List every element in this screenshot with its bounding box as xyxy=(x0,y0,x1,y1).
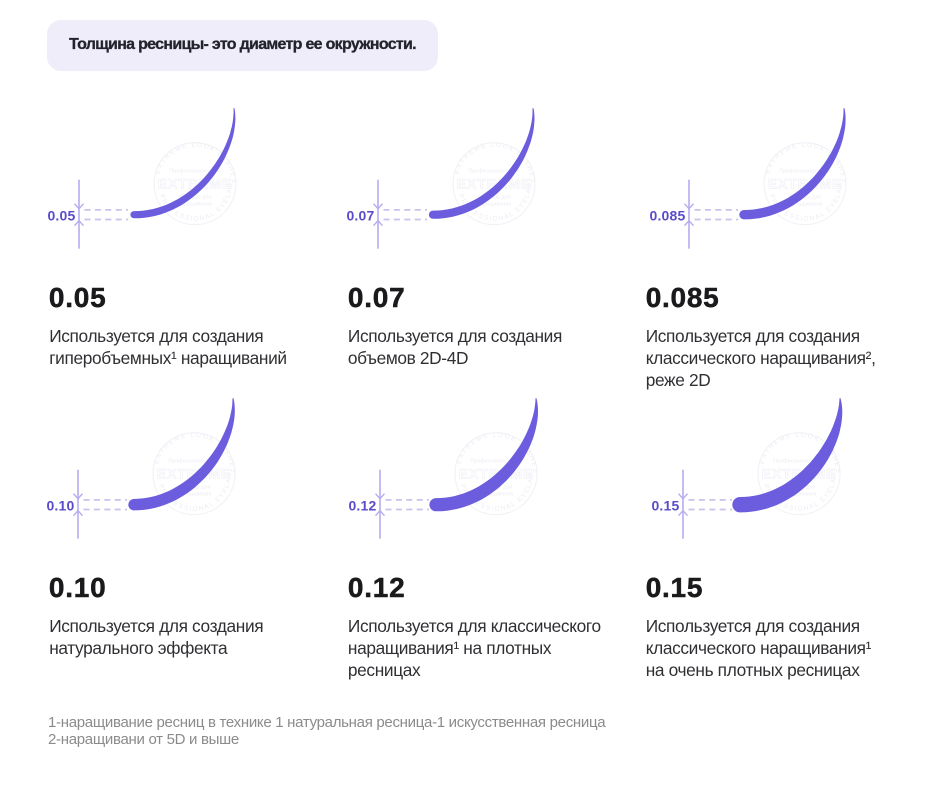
svg-text:PROFESSIONAL EYELASH BRAND: PROFESSIONAL EYELASH BRAND xyxy=(0,0,837,513)
svg-text:0.07: 0.07 xyxy=(346,208,374,224)
svg-text:0.085: 0.085 xyxy=(649,208,685,224)
svg-text:EXTREME LOOK LASHES RUSSIA: EXTREME LOOK LASHES RUSSIA xyxy=(0,0,237,185)
svg-text:ресницы для: ресницы для xyxy=(788,195,821,201)
svg-text:ресницы для: ресницы для xyxy=(178,195,211,201)
svg-text:EXTREME: EXTREME xyxy=(768,176,843,192)
svg-text:Профессиональные: Профессиональные xyxy=(773,459,825,465)
svg-text:наращивания: наращивания xyxy=(177,492,212,498)
svg-text:наращивания: наращивания xyxy=(479,492,514,498)
svg-text:EXTREME: EXTREME xyxy=(158,176,233,192)
svg-text:EXTREME: EXTREME xyxy=(457,176,532,192)
svg-text:PROFESSIONAL EYELASH BRAND: PROFESSIONAL EYELASH BRAND xyxy=(0,0,535,513)
svg-text:Профессиональные: Профессиональные xyxy=(779,169,831,175)
svg-text:0.15: 0.15 xyxy=(651,498,679,514)
svg-text:EXTREME: EXTREME xyxy=(157,466,232,482)
svg-text:EXTREME LOOK LASHES RUSSIA: EXTREME LOOK LASHES RUSSIA xyxy=(0,0,538,475)
svg-text:EXTREME LOOK LASHES RUSSIA: EXTREME LOOK LASHES RUSSIA xyxy=(0,0,236,475)
svg-text:EXTREME LOOK LASHES RUSSIA: EXTREME LOOK LASHES RUSSIA xyxy=(0,0,536,185)
svg-text:наращивания: наращивания xyxy=(788,202,823,208)
svg-text:EXTREME LOOK LASHES RUSSIA: EXTREME LOOK LASHES RUSSIA xyxy=(0,0,840,475)
svg-text:Профессиональные: Профессиональные xyxy=(168,459,220,465)
svg-text:наращивания: наращивания xyxy=(782,492,817,498)
svg-text:Профессиональные: Профессиональные xyxy=(468,169,520,175)
svg-text:0.10: 0.10 xyxy=(46,498,74,514)
svg-text:наращивания: наращивания xyxy=(477,202,512,208)
svg-text:ресницы для: ресницы для xyxy=(477,195,510,201)
svg-text:Профессиональные: Профессиональные xyxy=(470,459,522,465)
svg-text:Профессиональные: Профессиональные xyxy=(169,169,221,175)
svg-text:0.12: 0.12 xyxy=(348,498,376,514)
svg-text:PROFESSIONAL EYELASH BRAND: PROFESSIONAL EYELASH BRAND xyxy=(0,0,844,223)
svg-text:0.05: 0.05 xyxy=(47,208,75,224)
svg-text:EXTREME LOOK LASHES RUSSIA: EXTREME LOOK LASHES RUSSIA xyxy=(0,0,847,185)
svg-text:наращивания: наращивания xyxy=(178,202,213,208)
